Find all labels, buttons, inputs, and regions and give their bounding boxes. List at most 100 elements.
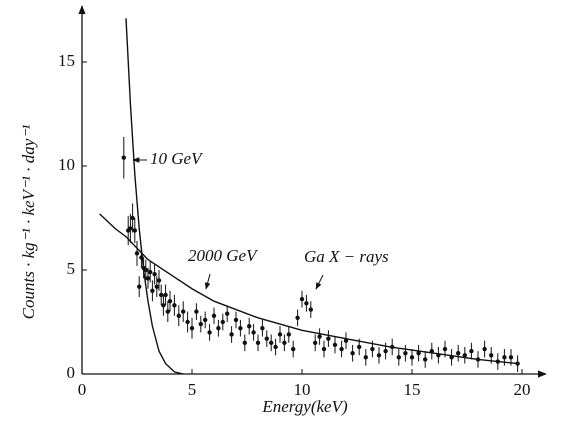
data-point (134, 251, 140, 256)
data-point (264, 336, 269, 341)
data-point (273, 344, 278, 350)
data-point (260, 326, 265, 331)
data-point (469, 348, 474, 354)
data-point (130, 215, 135, 221)
annotation: 2000 GeV (188, 246, 259, 265)
data-point (502, 355, 507, 360)
data-point (121, 155, 127, 160)
data-point (185, 319, 190, 325)
data-point (143, 267, 148, 273)
x-tick-label: 0 (78, 380, 87, 399)
x-tick-label: 10 (294, 380, 311, 399)
data-point (456, 351, 461, 356)
data-point (167, 299, 173, 304)
data-point (321, 346, 327, 352)
y-tick-label: 5 (67, 259, 76, 278)
data-point (225, 311, 230, 316)
data-point (128, 226, 133, 231)
data-point (317, 334, 322, 339)
data-point (295, 315, 300, 321)
data-point (203, 317, 208, 323)
data-point (152, 271, 157, 277)
data-point (156, 278, 162, 283)
data-point (449, 355, 454, 360)
data-point (383, 348, 388, 354)
data-point (181, 309, 186, 314)
data-point (150, 288, 155, 293)
data-point (189, 326, 195, 331)
x-tick-label: 20 (514, 380, 531, 399)
curve (99, 213, 518, 365)
data-point (269, 340, 274, 345)
data-point (429, 348, 434, 354)
y-tick-label: 15 (58, 51, 75, 70)
arrow (315, 274, 324, 290)
x-axis-label: Energy(keV) (261, 397, 348, 416)
data-point (495, 359, 500, 364)
data-point (508, 355, 514, 360)
data-point (436, 353, 441, 358)
x-tick-label: 5 (188, 380, 197, 399)
data-point (308, 307, 313, 312)
data-point (137, 284, 142, 289)
data-point (515, 361, 520, 366)
data-point (304, 301, 309, 306)
data-point (216, 326, 221, 331)
data-point (139, 255, 144, 260)
data-point (194, 309, 199, 314)
data-point (313, 340, 318, 345)
data-point (332, 342, 338, 348)
data-point (286, 332, 291, 337)
data-point (163, 292, 168, 298)
data-point (350, 351, 355, 356)
data-point (247, 323, 252, 329)
data-point (409, 355, 415, 360)
data-point (198, 321, 203, 327)
data-point (233, 317, 239, 323)
data-point (423, 357, 428, 362)
data-point (475, 357, 481, 362)
data-point (211, 313, 217, 318)
data-point (363, 355, 368, 360)
annotation: Ga X − rays (304, 247, 389, 266)
y-axis-label: Counts · kg⁻¹ · keV⁻¹ · day⁻¹ (19, 125, 38, 320)
data-point (282, 340, 287, 345)
data-point (442, 346, 448, 352)
data-point (403, 351, 408, 356)
data-point (416, 351, 421, 356)
data-point (489, 353, 494, 358)
data-point (376, 353, 382, 358)
data-point (396, 355, 401, 360)
data-point (326, 336, 331, 341)
data-point (242, 340, 247, 345)
data-point (482, 346, 487, 352)
data-point (159, 292, 164, 298)
curve (125, 18, 184, 375)
data-point (255, 340, 261, 345)
data-point (148, 269, 153, 275)
data-point (176, 313, 181, 318)
data-point (132, 228, 137, 233)
data-point (220, 319, 225, 325)
x-tick-label: 15 (404, 380, 421, 399)
y-tick-label: 10 (58, 155, 75, 174)
data-point (291, 346, 296, 352)
data-point (277, 332, 283, 337)
data-point (462, 353, 467, 358)
data-point (343, 338, 349, 343)
data-point (229, 332, 234, 337)
data-point (161, 303, 166, 308)
data-point (154, 284, 159, 289)
data-point (299, 296, 305, 302)
data-point (339, 346, 344, 352)
data-point (238, 326, 243, 331)
data-point (165, 309, 170, 314)
data-point (172, 303, 177, 308)
y-tick-label: 0 (67, 363, 76, 382)
data-point (357, 344, 362, 350)
data-point (390, 344, 395, 350)
data-point (370, 346, 375, 352)
arrow (204, 273, 211, 290)
annotation: 10 GeV (150, 149, 204, 168)
data-point (207, 330, 212, 335)
